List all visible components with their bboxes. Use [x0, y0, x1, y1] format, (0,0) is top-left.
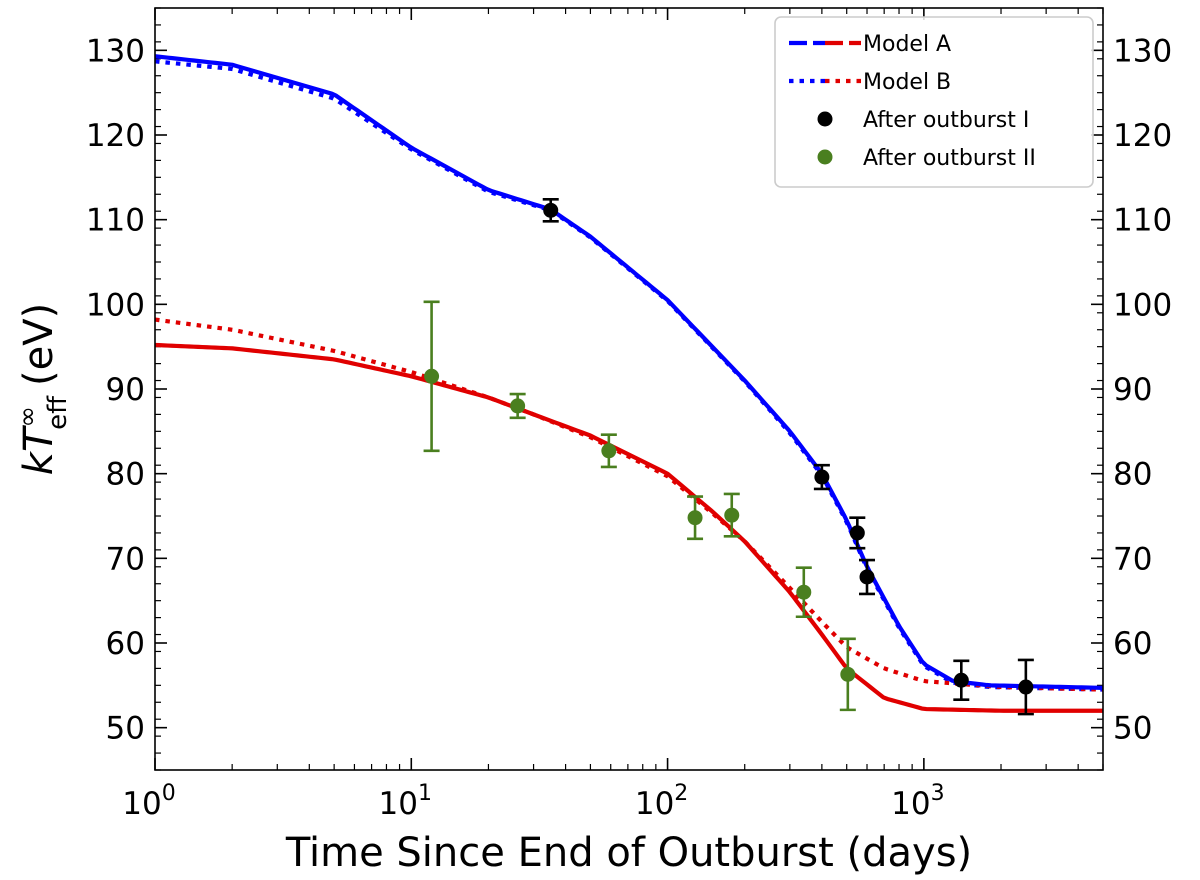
y-tick-label-left: 110 — [86, 203, 145, 239]
y-tick-label-right: 50 — [1113, 711, 1152, 747]
y-tick-label-left: 50 — [106, 711, 145, 747]
y-tick-label-left: 70 — [106, 541, 145, 577]
legend: Model A Model B After outburst I After outb… — [774, 16, 1094, 188]
x-tick-label: 101 — [379, 781, 432, 822]
legend-label: Model B — [863, 70, 951, 95]
x-tick-label: 100 — [122, 781, 175, 822]
x-axis-title: Time Since End of Outburst (days) — [285, 830, 972, 876]
y-tick-label-right: 60 — [1113, 626, 1152, 662]
model-curve — [154, 342, 1103, 713]
major-ticks — [154, 8, 1103, 770]
data-point — [953, 672, 969, 688]
x-tick-label: 102 — [635, 781, 688, 822]
y-tick-label-right: 70 — [1113, 541, 1152, 577]
data-point — [1018, 679, 1034, 695]
y-tick-label-right: 130 — [1113, 33, 1172, 69]
model-curves — [154, 54, 1104, 713]
y-tick-label-left: 130 — [86, 33, 145, 69]
y-axis-title-sup: ∞ — [13, 406, 43, 428]
y-tick-label-left: 100 — [86, 287, 145, 323]
data-point — [510, 398, 526, 414]
x-tick-label: 103 — [891, 781, 944, 822]
plot-frame — [154, 7, 1104, 771]
y-tick-label-left: 90 — [106, 372, 145, 408]
data-point — [601, 443, 617, 459]
y-tick-labels: 50 50 60 60 70 70 80 80 90 90 100 100 110 110 120 120 13… — [86, 33, 1172, 746]
y-axis-title: kT∞eff (eV) — [13, 303, 73, 475]
y-tick-label-left: 80 — [106, 457, 145, 493]
x-tick-labels: 100 101 102 103 — [122, 781, 944, 822]
y-tick-label-left: 120 — [86, 118, 145, 154]
legend-marker — [817, 149, 833, 165]
legend-label: Model A — [863, 32, 951, 57]
legend-marker — [817, 111, 833, 127]
y-axis-title-main: kT — [16, 424, 62, 475]
data-point — [814, 469, 830, 485]
y-tick-label-right: 90 — [1113, 372, 1152, 408]
minor-ticks — [155, 7, 1104, 771]
model-curve — [154, 54, 1104, 690]
y-tick-label-right: 120 — [1113, 118, 1172, 154]
data-point — [724, 507, 740, 523]
model-curve — [154, 317, 1104, 692]
y-tick-label-right: 100 — [1113, 287, 1172, 323]
y-axis-title-sub: eff — [43, 395, 73, 430]
legend-label: After outburst II — [863, 146, 1036, 171]
data-point — [687, 510, 703, 526]
legend-box — [774, 16, 1094, 188]
y-axis-title-unit: (eV) — [16, 303, 62, 386]
data-point — [840, 666, 856, 682]
data-point — [543, 202, 559, 218]
legend-label: After outburst I — [863, 108, 1029, 133]
y-tick-label-left: 60 — [106, 626, 145, 662]
data-point — [424, 368, 440, 384]
data-point — [859, 569, 875, 585]
y-tick-label-right: 80 — [1113, 457, 1152, 493]
data-points — [423, 198, 1034, 716]
data-point — [796, 584, 812, 600]
data-point — [849, 525, 865, 541]
y-tick-label-right: 110 — [1113, 203, 1172, 239]
